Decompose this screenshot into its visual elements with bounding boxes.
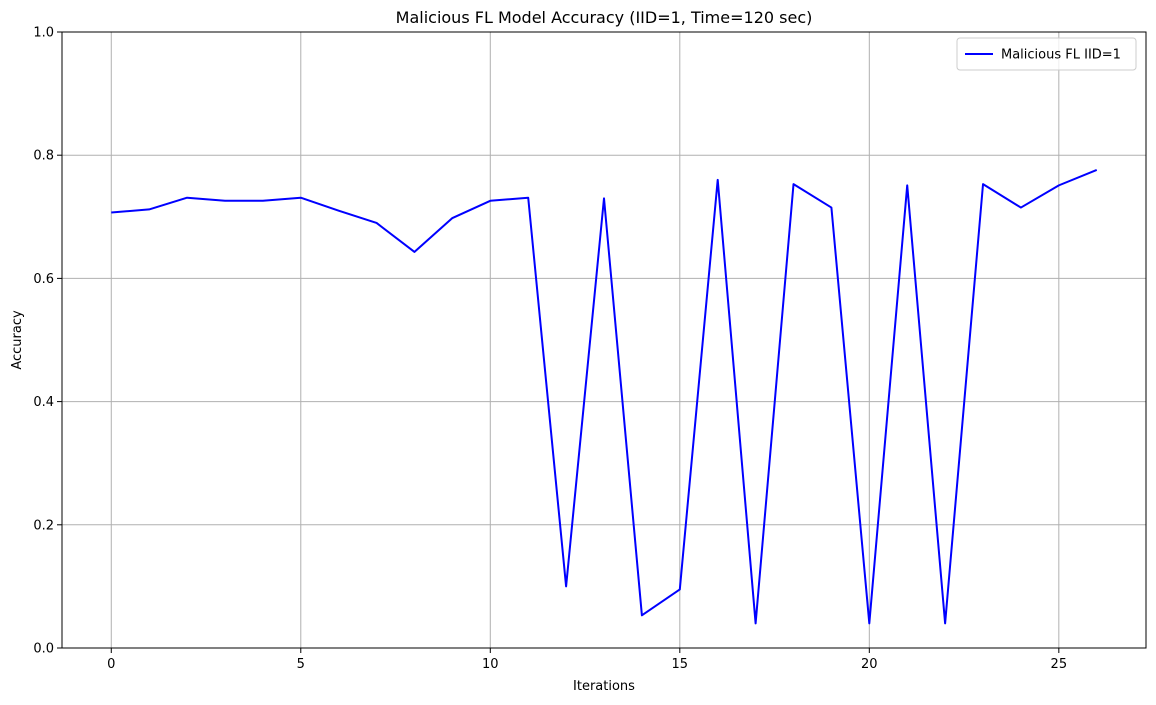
- x-tick-label: 15: [672, 657, 689, 672]
- y-tick-label: 0.8: [33, 149, 54, 164]
- x-tick-label: 10: [482, 657, 499, 672]
- series-layer: [111, 169, 1098, 625]
- y-tick-label: 0.2: [33, 518, 54, 533]
- y-tick-label: 0.6: [33, 272, 54, 287]
- x-tick-label: 25: [1051, 657, 1068, 672]
- x-tick-label: 20: [861, 657, 878, 672]
- series-line: [111, 169, 1098, 625]
- axis-ticks: 0 5 10 15 20 25 0.0 0.2 0.4 0.6 0.8 1.0: [33, 26, 1067, 673]
- plot-frame: [61, 31, 1147, 649]
- y-axis-label: Accuracy: [10, 310, 25, 370]
- x-tick-label: 0: [107, 657, 115, 672]
- y-tick-label: 0.0: [33, 642, 54, 657]
- x-axis-label: Iterations: [573, 679, 635, 694]
- y-tick-label: 1.0: [33, 26, 54, 41]
- legend-label: Malicious FL IID=1: [1001, 48, 1121, 63]
- chart-title: Malicious FL Model Accuracy (IID=1, Time…: [396, 8, 813, 27]
- x-tick-label: 5: [297, 657, 305, 672]
- grid: [62, 31, 1146, 649]
- legend: Malicious FL IID=1: [956, 37, 1137, 71]
- legend-box: [956, 37, 1137, 71]
- y-tick-label: 0.4: [33, 395, 54, 410]
